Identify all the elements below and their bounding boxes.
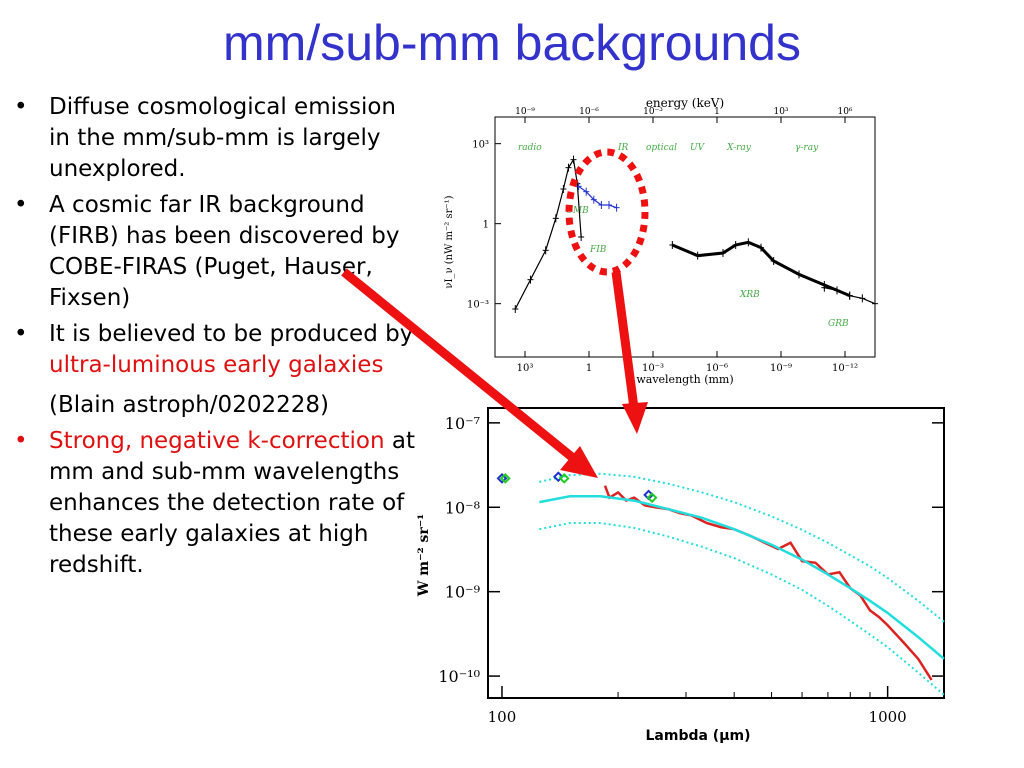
slide-title: mm/sub-mm backgrounds bbox=[223, 15, 801, 71]
top-tick-label: 10⁻³ bbox=[643, 107, 663, 117]
fib-highlight-ellipse bbox=[565, 148, 649, 276]
data-point-blue-points bbox=[496, 472, 508, 484]
series-line-xrb bbox=[671, 240, 851, 298]
bullet-dot-icon: • bbox=[14, 428, 28, 454]
top-tick-label: 10⁻⁶ bbox=[579, 107, 599, 117]
bullet-list: • Diffuse cosmological emission in the m… bbox=[12, 92, 422, 586]
bullet-2-text: A cosmic far IR background (FIRB) has be… bbox=[49, 192, 400, 311]
band-label-uv: UV bbox=[690, 143, 706, 153]
plot-frame bbox=[494, 116, 876, 358]
x-tick-label: 100 bbox=[488, 708, 517, 726]
x-axis-label: wavelength (mm) bbox=[636, 373, 733, 386]
component-label-xrb: XRB bbox=[739, 290, 760, 300]
y-tick-label: 10⁻³ bbox=[467, 300, 489, 311]
y-tick-label: 10³ bbox=[472, 140, 489, 151]
top-tick-label: 10³ bbox=[773, 107, 788, 117]
x-tick-label: 1000 bbox=[869, 708, 907, 726]
component-label-grb: GRB bbox=[828, 319, 849, 329]
y-axis-label: W m⁻² sr⁻¹ bbox=[416, 514, 432, 598]
bullet-dot-icon: • bbox=[14, 192, 28, 218]
component-label-cmb: CMB bbox=[566, 206, 589, 216]
bullet-4-highlight: Strong, negative k-correction bbox=[49, 428, 385, 454]
band-label-ir: IR bbox=[617, 143, 629, 153]
band-label-gammaray: γ-ray bbox=[795, 143, 819, 153]
bullet-2: • A cosmic far IR background (FIRB) has … bbox=[12, 190, 422, 314]
x-tick-label: 10⁻³ bbox=[642, 363, 664, 374]
series-line-best-fit bbox=[539, 495, 945, 660]
y-axis-label: νI_ν (nW m⁻² sr⁻¹) bbox=[444, 195, 455, 288]
band-label-xray: X-ray bbox=[726, 143, 752, 153]
data-point-green-points bbox=[499, 472, 511, 484]
bullet-dot-icon: • bbox=[14, 94, 28, 120]
bullet-dot-icon: • bbox=[14, 321, 28, 347]
cosmic-background-chart: energy (keV) 10⁻⁹ 10⁻⁶ 10⁻³ 1 10³ 10⁶ 10³ 1 10⁻… bbox=[444, 96, 878, 386]
y-tick-label: 10⁻⁸ bbox=[445, 498, 480, 517]
x-tick-label: 10⁻⁶ bbox=[706, 363, 728, 374]
x-tick-label: 10³ bbox=[517, 363, 534, 374]
band-label-optical: optical bbox=[646, 143, 677, 153]
top-tick-label: 1 bbox=[714, 107, 720, 117]
data-point-green-points bbox=[646, 492, 658, 504]
bullet-3-reference: (Blain astroph/0202228) bbox=[49, 392, 329, 418]
x-tick-label: 1 bbox=[586, 363, 592, 374]
series-line-fib bbox=[578, 185, 617, 209]
x-tick-label: 10⁻¹² bbox=[832, 363, 858, 374]
y-tick-label: 10⁻¹⁰ bbox=[438, 667, 480, 686]
y-tick-label: 1 bbox=[483, 220, 489, 231]
top-tick-label: 10⁻⁹ bbox=[515, 107, 535, 117]
bullet-4: • Strong, negative k-correction at mm an… bbox=[12, 426, 422, 581]
x-axis-label: Lambda (μm) bbox=[645, 728, 750, 744]
bullet-3-highlight: ultra-luminous early galaxies bbox=[49, 352, 384, 378]
y-tick-label: 10⁻⁷ bbox=[445, 414, 480, 433]
y-tick-label: 10⁻⁹ bbox=[445, 583, 481, 602]
component-label-fib: FIB bbox=[589, 245, 607, 255]
firb-spectrum-chart: 100 1000 10⁻⁷ 10⁻⁸ 10⁻⁹ 10⁻¹⁰ Lambda (μm) W … bbox=[416, 407, 945, 744]
series-line-lower-bound bbox=[539, 522, 945, 696]
bullet-1: • Diffuse cosmological emission in the m… bbox=[12, 92, 422, 185]
bullet-4-text: at mm and sub-mm wavelengths enhances th… bbox=[49, 428, 415, 578]
bullet-3: • It is believed to be produced by ultra… bbox=[12, 319, 422, 381]
top-axis-label: energy (keV) bbox=[646, 96, 724, 110]
top-tick-label: 10⁶ bbox=[837, 107, 852, 117]
x-tick-label: 10⁻⁹ bbox=[770, 363, 792, 374]
bullet-1-text: Diffuse cosmological emission in the mm/… bbox=[49, 94, 396, 182]
band-label-radio: radio bbox=[518, 143, 542, 153]
plot-frame bbox=[487, 407, 945, 699]
bullet-3-text: It is believed to be produced by bbox=[49, 321, 414, 347]
